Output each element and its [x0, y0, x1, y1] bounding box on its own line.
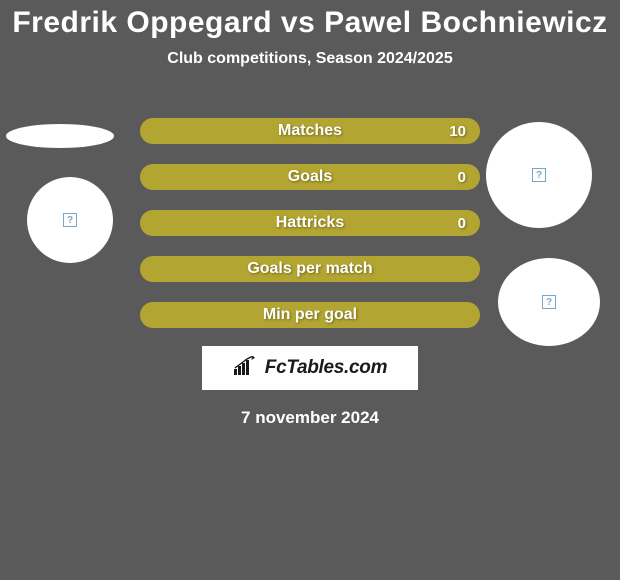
page-title: Fredrik Oppegard vs Pawel Bochniewicz [0, 0, 620, 40]
placeholder-icon: ? [63, 213, 77, 227]
stat-row: Matches10 [140, 118, 480, 144]
brand-text: FcTables.com [265, 357, 387, 379]
placeholder-icon: ? [542, 295, 556, 309]
stat-label: Goals per match [140, 260, 480, 278]
stat-row: Hattricks0 [140, 210, 480, 236]
stat-value-right: 0 [458, 169, 466, 186]
stat-label: Goals [140, 168, 480, 186]
brand-chart-icon [233, 356, 259, 381]
stat-value-right: 0 [458, 215, 466, 232]
placeholder-icon: ? [532, 168, 546, 182]
circle-right-1: ? [486, 122, 592, 228]
stat-label: Min per goal [140, 306, 480, 324]
stat-value-right: 10 [449, 123, 466, 140]
stat-label: Matches [140, 122, 480, 140]
stat-row: Min per goal [140, 302, 480, 328]
stat-row: Goals per match [140, 256, 480, 282]
circle-left: ? [27, 177, 113, 263]
stat-label: Hattricks [140, 214, 480, 232]
date-text: 7 november 2024 [0, 408, 620, 428]
stat-row: Goals0 [140, 164, 480, 190]
circle-right-2: ? [498, 258, 600, 346]
brand-box: FcTables.com [202, 346, 418, 390]
subtitle: Club competitions, Season 2024/2025 [0, 50, 620, 68]
ellipse-left [6, 124, 114, 148]
